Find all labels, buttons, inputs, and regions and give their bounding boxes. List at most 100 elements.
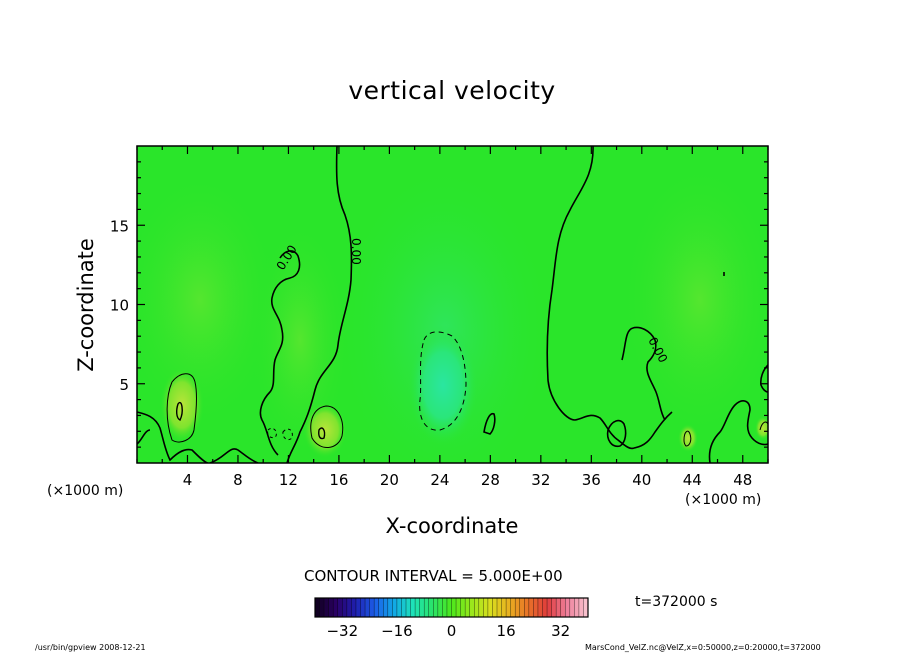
contour-zero-left [137, 411, 209, 463]
colorbar-cell [319, 598, 325, 617]
colorbar-cell [337, 598, 343, 617]
contour-zero-right-edge [708, 400, 768, 463]
colorbar-cell [469, 598, 475, 617]
colorbar-cell [392, 598, 398, 617]
contour-zero-right-column [546, 146, 635, 450]
colorbar-cell [396, 598, 402, 617]
x-tick-label: 4 [183, 471, 193, 489]
colorbar-cell [501, 598, 507, 617]
colorbar-cell [483, 598, 489, 617]
x-tick-label: 12 [279, 471, 298, 489]
contour-label-2: 0.00 [349, 238, 363, 265]
colorbar-cell [342, 598, 348, 617]
colorbar-cell [524, 598, 530, 617]
colorbar-cell [583, 598, 589, 617]
x-tick-label: 24 [430, 471, 449, 489]
contour-neg-updraft [419, 331, 467, 431]
colorbar-cell [560, 598, 566, 617]
colorbar-cell [351, 598, 357, 617]
colorbar-cell [456, 598, 461, 617]
y-tick-labels: 5 10 15 [110, 217, 129, 394]
contour-interval-label: CONTOUR INTERVAL = 5.000E+00 [304, 567, 563, 585]
colorbar-cell [542, 598, 548, 617]
colorbar-tick-labels: −32 −16 0 16 32 [326, 622, 570, 640]
contour-zero-right-small [633, 411, 673, 449]
colorbar-tick-label: 0 [447, 622, 457, 640]
colorbar-cell [537, 598, 543, 617]
colorbar-cell [369, 598, 375, 617]
x-tick-label: 20 [380, 471, 399, 489]
contour-zero-mid-left [259, 250, 301, 456]
contour-pos-left-inner [175, 401, 183, 421]
colorbar-cell [410, 598, 416, 617]
colorbar-cell [360, 598, 366, 617]
region-updraft [408, 325, 478, 445]
colorbar-cell [556, 598, 561, 617]
colorbar-cell [510, 598, 516, 617]
x-tick-label: 32 [531, 471, 550, 489]
colorbar-cell [419, 598, 425, 617]
colorbar-cell [446, 598, 452, 617]
contour-lines [137, 146, 768, 463]
contour-pos-mid-inner [318, 427, 326, 440]
colorbar-cell [569, 598, 575, 617]
colorbar-frame [314, 597, 589, 618]
colorbar-cell [478, 598, 484, 617]
colorbar-cell [324, 598, 329, 617]
colorbar-cell [437, 598, 443, 617]
contour-zero-left-b [209, 448, 259, 463]
x-unit-label-left: (×1000 m) [47, 483, 124, 499]
colorbar-cell [574, 598, 580, 617]
contour-zero-right-loop [621, 326, 666, 421]
x-axis-label: X-coordinate [385, 514, 519, 538]
contour-neg-small-left [267, 427, 293, 441]
x-tick-label: 28 [481, 471, 500, 489]
contour-pos-right-small [683, 430, 692, 447]
region-cool-column [335, 160, 555, 463]
chart-title: vertical velocity [348, 76, 556, 105]
x-axis [136, 146, 769, 463]
colorbar-cell [406, 598, 411, 617]
x-tick-label: 36 [582, 471, 601, 489]
colorbar-cell [387, 598, 393, 617]
footer-program-date: /usr/bin/gpview 2008-12-21 [35, 643, 146, 652]
contour-zero-blob-b [606, 419, 627, 448]
colorbar-cell [506, 598, 511, 617]
y-axis-label: Z-coordinate [74, 238, 98, 372]
y-tick-label: 10 [110, 297, 129, 315]
contour-zero-mid-right [137, 429, 151, 445]
colorbar [314, 597, 589, 618]
colorbar-cell [515, 598, 521, 617]
colorbar-cell [428, 598, 434, 617]
colorbar-cell [487, 598, 493, 617]
x-tick-labels: 4 8 12 16 20 24 28 32 36 40 44 48 [183, 471, 753, 489]
x-unit-label-right: (×1000 m) [685, 492, 762, 508]
y-tick-label: 15 [110, 217, 129, 235]
colorbar-cell [355, 598, 361, 617]
colorbar-cell [333, 598, 339, 617]
colorbar-cell [315, 598, 320, 617]
colorbar-cell [547, 598, 552, 617]
x-tick-label: 44 [683, 471, 702, 489]
region-downdraft-small [678, 424, 698, 452]
x-tick-label: 40 [632, 471, 651, 489]
shaded-field [137, 146, 768, 463]
colorbar-cell [533, 598, 539, 617]
contour-pos-mid-outer [310, 405, 344, 448]
colorbar-cell [383, 598, 389, 617]
contour-zero-blob-a [483, 412, 496, 435]
colorbar-tick-label: 16 [497, 622, 516, 640]
contour-zero-left-column [286, 146, 353, 463]
colorbar-cell [401, 598, 407, 617]
colorbar-cell [578, 598, 584, 617]
colorbar-cell [346, 598, 352, 617]
colorbar-cell [415, 598, 420, 617]
colorbar-cell [365, 598, 370, 617]
contour-pos-left-outer [166, 373, 198, 443]
colorbar-cell [424, 598, 430, 617]
colorbar-cell [460, 598, 466, 617]
colorbar-cell [378, 598, 384, 617]
colorbar-cell [519, 598, 525, 617]
time-label: t=372000 s [635, 594, 718, 610]
